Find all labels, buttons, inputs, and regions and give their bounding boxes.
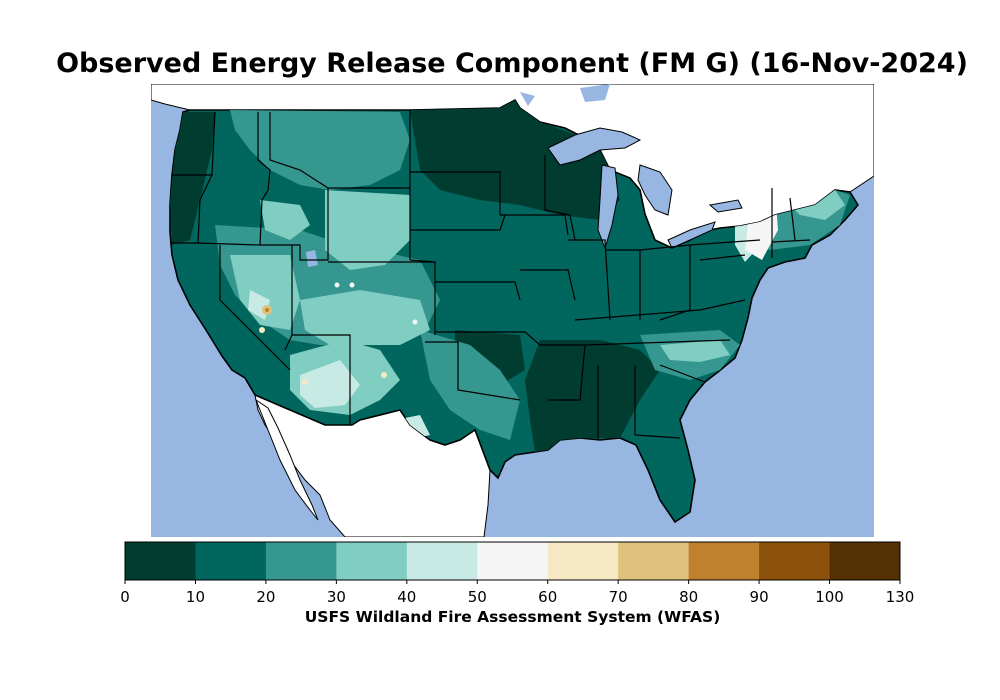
colorbar-tick-label: 30 (327, 588, 346, 606)
colorbar-swatch (195, 542, 267, 580)
lake-huron (637, 164, 673, 216)
colorbar-swatch (406, 542, 478, 580)
baja-land (254, 398, 319, 521)
colorbar-tick-label: 100 (815, 588, 844, 606)
colorbar-border (124, 541, 901, 581)
colorbar-swatch (688, 542, 760, 580)
state-borders (170, 110, 811, 440)
colorbar-swatch (477, 542, 549, 580)
hudson-bay-water (580, 84, 610, 102)
canada-water (520, 92, 535, 106)
great-salt-lake (306, 250, 318, 267)
colorbar-label: USFS Wildland Fire Assessment System (WF… (304, 608, 721, 626)
colorbar-tick-label: 20 (256, 588, 275, 606)
lake-erie (667, 221, 716, 249)
colorbar-swatch (829, 542, 901, 580)
colorbar-tick-label: 130 (886, 588, 915, 606)
lake-superior (547, 127, 642, 166)
colorbar-tick-label: 0 (120, 588, 130, 606)
colorbar-tick-label: 80 (679, 588, 698, 606)
colorbar-tick-label: 60 (538, 588, 557, 606)
colorbar-tick-label: 10 (186, 588, 205, 606)
colorbar-tick-label: 90 (750, 588, 769, 606)
lake-ontario (708, 199, 743, 213)
colorbar-tick-label: 40 (397, 588, 416, 606)
colorbar-swatch (265, 542, 337, 580)
colorbar-swatch (759, 542, 831, 580)
colorbar-swatch (336, 542, 408, 580)
lake-michigan (597, 164, 619, 250)
colorbar-swatch (618, 542, 690, 580)
map-title: Observed Energy Release Component (FM G)… (56, 48, 968, 79)
colorbar: 0 10 20 30 40 50 60 70 80 90 100 130 (120, 541, 915, 606)
colorbar-swatch (547, 542, 619, 580)
colorbar-swatch (125, 542, 196, 580)
colorbar-tick-label: 70 (609, 588, 628, 606)
colorbar-tick-label: 50 (468, 588, 487, 606)
